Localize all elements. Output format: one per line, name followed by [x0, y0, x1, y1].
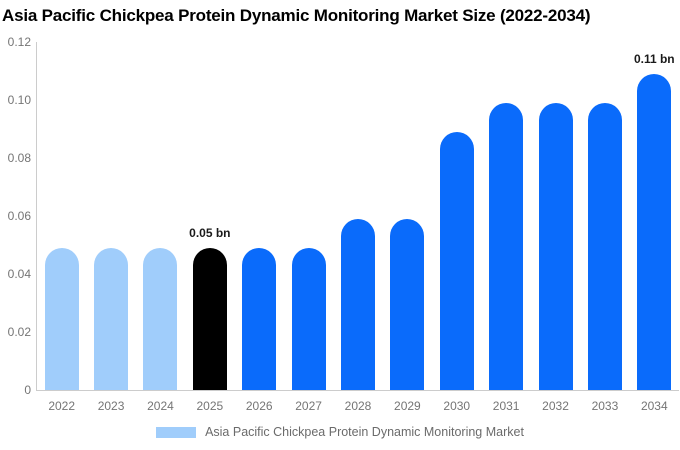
- bar-2022[interactable]: [44, 247, 79, 390]
- y-tick-0.04: 0.04: [7, 267, 31, 281]
- x-tick-2029: 2029: [394, 399, 421, 413]
- y-tick-0.08: 0.08: [7, 151, 31, 165]
- legend[interactable]: Asia Pacific Chickpea Protein Dynamic Mo…: [0, 425, 680, 439]
- bar-2034[interactable]: [637, 73, 672, 390]
- y-tick-0.12: 0.12: [7, 35, 31, 49]
- x-tick-2023: 2023: [97, 399, 125, 413]
- x-tick-2034: 2034: [640, 399, 668, 413]
- bar-2023[interactable]: [94, 247, 129, 390]
- x-tick-2024: 2024: [147, 399, 174, 413]
- y-tick-0.06: 0.06: [7, 209, 31, 223]
- bar-value-label-2034: 0.11 bn: [633, 51, 675, 66]
- x-tick-2028: 2028: [344, 399, 372, 413]
- y-tick-0.10: 0.10: [7, 93, 31, 107]
- legend-swatch[interactable]: [156, 426, 197, 438]
- x-tick-2025: 2025: [196, 399, 224, 413]
- y-tick-0.02: 0.02: [7, 325, 31, 339]
- y-tick-0: 0: [24, 383, 31, 397]
- x-axis-line: [36, 390, 679, 391]
- x-tick-2022: 2022: [48, 399, 76, 413]
- bar-2026[interactable]: [242, 247, 277, 390]
- bar-2031[interactable]: [489, 102, 524, 390]
- chart-title: Asia Pacific Chickpea Protein Dynamic Mo…: [2, 6, 591, 25]
- bar-2029[interactable]: [390, 218, 425, 390]
- legend-label[interactable]: Asia Pacific Chickpea Protein Dynamic Mo…: [205, 425, 524, 439]
- bar-2028[interactable]: [341, 218, 375, 390]
- x-tick-2031: 2031: [492, 399, 520, 413]
- bar-2030[interactable]: [439, 131, 474, 390]
- x-tick-2027: 2027: [295, 399, 322, 413]
- bar-2027[interactable]: [291, 247, 326, 390]
- bar-2032[interactable]: [538, 102, 573, 390]
- y-axis-line: [36, 42, 37, 390]
- bar-2024[interactable]: [143, 247, 178, 390]
- x-tick-2033: 2033: [591, 399, 619, 413]
- bar-value-label-2025: 0.05 bn: [189, 225, 231, 240]
- bar-2033[interactable]: [587, 102, 622, 390]
- x-tick-2026: 2026: [245, 399, 273, 413]
- x-tick-2030: 2030: [443, 399, 471, 413]
- x-tick-2032: 2032: [542, 399, 569, 413]
- bar-2025[interactable]: [192, 247, 227, 390]
